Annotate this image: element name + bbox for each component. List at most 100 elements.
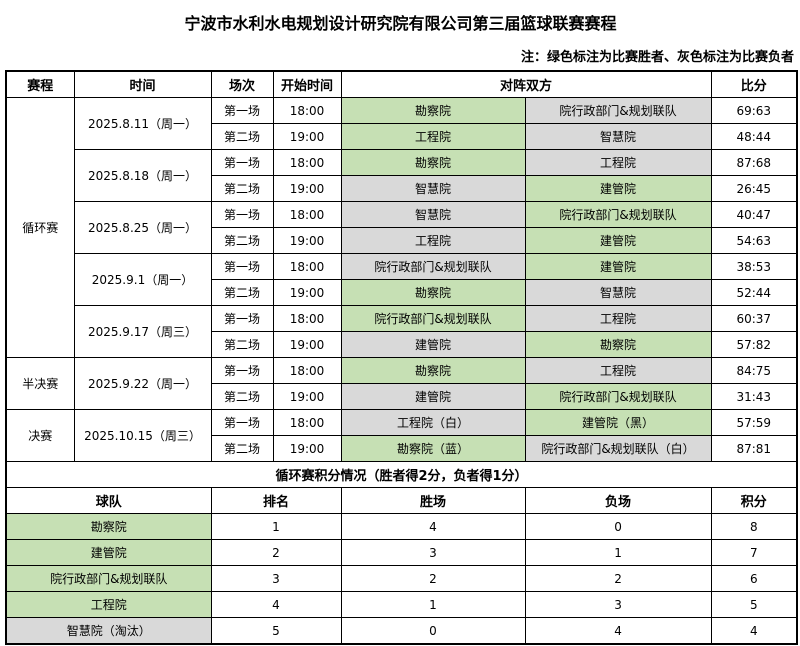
column-header: 对阵双方 (340, 70, 712, 98)
standings-column-header: 负场 (524, 487, 712, 514)
team-2: 工程院 (524, 305, 712, 332)
match-row: 半决赛 2025.9.22（周一） 第一场 18:00 勘察院 工程院 84:75 (5, 357, 798, 410)
game-number: 第一场 (210, 253, 274, 280)
score: 52:44 (710, 279, 798, 306)
stage-name: 循环赛 (5, 97, 75, 358)
points: 8 (710, 513, 798, 540)
standings-row: 智慧院（淘汰） 5 0 4 4 (5, 617, 798, 645)
color-legend-note: 注：绿色标注为比赛胜者、灰色标注为比赛负者 (520, 50, 794, 65)
standings-row: 院行政部门&规划联队 3 2 2 6 (5, 565, 798, 592)
team-1: 智慧院 (340, 201, 526, 228)
column-header: 开始时间 (272, 70, 342, 98)
standings-row: 勘察院 1 4 0 8 (5, 513, 798, 540)
game-number: 第二场 (210, 279, 274, 306)
standings-title: 循环赛积分情况（胜者得2分，负者得1分） (5, 461, 798, 488)
team-1: 建管院 (340, 383, 526, 410)
rank: 2 (210, 539, 342, 566)
column-header: 比分 (710, 70, 798, 98)
start-time: 19:00 (272, 175, 342, 202)
wins: 2 (340, 565, 526, 592)
score: 57:59 (710, 409, 798, 436)
match-row: 2025.9.17（周三） 第一场 18:00 院行政部门&规划联队 工程院 60:37 (6, 305, 798, 358)
match-date: 2025.9.22（周一） (73, 357, 212, 410)
team-2: 建管院（黑） (524, 409, 712, 436)
team-1: 勘察院 (340, 279, 526, 306)
team-2: 建管院 (524, 227, 712, 254)
start-time: 19:00 (272, 435, 342, 462)
team-name: 院行政部门&规划联队 (5, 565, 212, 592)
wins: 3 (340, 539, 526, 566)
points: 5 (710, 591, 798, 618)
team-2: 勘察院 (524, 331, 712, 358)
team-1: 勘察院（蓝） (340, 435, 526, 462)
rank: 5 (210, 617, 342, 645)
score: 54:63 (710, 227, 798, 254)
losses: 2 (524, 565, 712, 592)
game-number: 第二场 (210, 331, 274, 358)
standings-column-header: 积分 (710, 487, 798, 514)
match-date: 2025.9.17（周三） (73, 305, 212, 358)
score: 87:81 (710, 435, 798, 462)
rank: 4 (210, 591, 342, 618)
standings-column-header: 胜场 (340, 487, 526, 514)
team-1: 勘察院 (340, 97, 526, 124)
standings-row: 工程院 4 1 3 5 (5, 591, 798, 618)
team-1: 智慧院 (340, 175, 526, 202)
score: 31:43 (710, 383, 798, 410)
score: 60:37 (710, 305, 798, 332)
rank: 1 (210, 513, 342, 540)
team-name: 工程院 (5, 591, 212, 618)
start-time: 18:00 (272, 149, 342, 176)
match-date: 2025.8.11（周一） (73, 97, 212, 150)
game-number: 第一场 (210, 357, 274, 384)
team-2: 工程院 (524, 357, 712, 384)
start-time: 19:00 (272, 123, 342, 150)
standings-header-row: 球队 排名 胜场 负场 积分 (5, 487, 798, 514)
start-time: 19:00 (272, 383, 342, 410)
team-name: 勘察院 (5, 513, 212, 540)
column-header: 赛程 (5, 70, 75, 98)
start-time: 18:00 (272, 409, 342, 436)
game-number: 第二场 (210, 227, 274, 254)
match-date: 2025.8.18（周一） (73, 149, 212, 202)
start-time: 18:00 (272, 253, 342, 280)
match-date: 2025.9.1（周一） (73, 253, 212, 306)
team-2: 智慧院 (524, 279, 712, 306)
losses: 0 (524, 513, 712, 540)
match-row: 决赛 2025.10.15（周三） 第一场 18:00 工程院（白） 建管院（黑） 57:5… (5, 409, 798, 462)
game-number: 第二场 (210, 383, 274, 410)
points: 4 (710, 617, 798, 645)
match-row: 2025.9.1（周一） 第一场 18:00 院行政部门&规划联队 建管院 38:53 (6, 253, 798, 306)
game-number: 第一场 (210, 97, 274, 124)
score: 84:75 (710, 357, 798, 384)
wins: 0 (340, 617, 526, 645)
standings-column-header: 球队 (5, 487, 212, 514)
team-name: 建管院 (5, 539, 212, 566)
team-2: 建管院 (524, 253, 712, 280)
standings-row: 建管院 2 3 1 7 (5, 539, 798, 566)
match-row: 2025.8.18（周一） 第一场 18:00 勘察院 工程院 87:68 (6, 149, 798, 202)
game-number: 第二场 (210, 123, 274, 150)
rank: 3 (210, 565, 342, 592)
stage-name: 半决赛 (5, 357, 75, 410)
start-time: 18:00 (272, 97, 342, 124)
points: 6 (710, 565, 798, 592)
match-row: 第二场 19:00 勘察院 智慧院 52:44 (6, 279, 798, 306)
start-time: 18:00 (272, 305, 342, 332)
stage-name: 决赛 (5, 409, 75, 462)
start-time: 19:00 (272, 331, 342, 358)
team-1: 院行政部门&规划联队 (340, 253, 526, 280)
team-1: 院行政部门&规划联队 (340, 305, 526, 332)
score: 69:63 (710, 97, 798, 124)
losses: 4 (524, 617, 712, 645)
match-row: 第二场 19:00 智慧院 建管院 26:45 (6, 175, 798, 202)
header-row: 赛程 时间 场次 开始时间 对阵双方 比分 (5, 70, 798, 98)
score: 57:82 (710, 331, 798, 358)
schedule-table: 赛程 时间 场次 开始时间 对阵双方 比分 循环赛 2025.8.11（周一） 第一场 18:00… (5, 70, 799, 645)
team-2: 院行政部门&规划联队（白） (524, 435, 712, 462)
start-time: 19:00 (272, 279, 342, 306)
start-time: 18:00 (272, 201, 342, 228)
team-2: 院行政部门&规划联队 (524, 97, 712, 124)
team-2: 智慧院 (524, 123, 712, 150)
score: 38:53 (710, 253, 798, 280)
